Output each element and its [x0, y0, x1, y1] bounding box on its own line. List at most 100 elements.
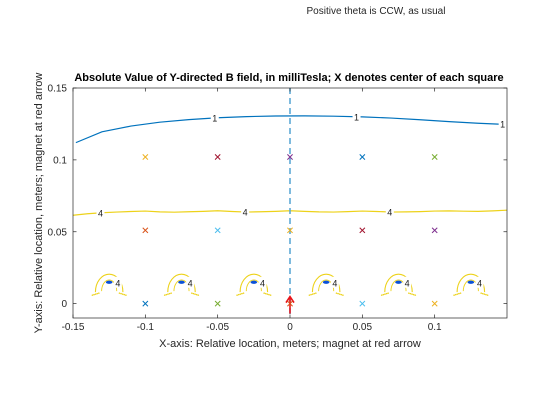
- local-contour-dot-r-2-4: [263, 292, 265, 294]
- local-contour-dot-0-2: [94, 293, 97, 295]
- square-center-marker-3: [359, 154, 366, 160]
- local-contour-dot-1-3: [168, 292, 171, 295]
- local-contour-dot-r-5-4: [480, 292, 482, 294]
- local-contour-dot-r-5-0: [486, 294, 489, 296]
- contour-line-1-0: [75, 115, 502, 144]
- square-center-marker-stroke-b-6: [214, 227, 221, 234]
- local-contour-label-4: 4: [405, 278, 410, 288]
- contour-label-1-1: 1: [354, 112, 359, 122]
- local-contour-label-1: 4: [188, 278, 193, 288]
- square-center-marker-stroke-b-13: [359, 300, 366, 307]
- contour-label-1-0: 1: [212, 114, 217, 124]
- local-contour-dot-r-1-3: [192, 292, 195, 295]
- square-center-marker-11: [214, 300, 221, 307]
- square-center-marker-stroke-b-2: [287, 154, 293, 160]
- contour-layer: 1 1 1 4 4 4 4 4 4 4 4 4: [72, 110, 508, 296]
- local-contour-outer-3: [311, 273, 341, 293]
- local-contour-dot-1-1: [165, 293, 168, 296]
- contour-label-1-0-halo: [210, 112, 219, 124]
- local-contour-label-1-group: 4: [186, 276, 195, 288]
- square-center-marker-stroke-b-14: [431, 300, 438, 307]
- square-center-marker-5: [142, 227, 149, 234]
- x-tick-label-5: 0.1: [428, 322, 442, 333]
- square-center-layer: [142, 154, 438, 307]
- local-contour-dot-r-0-0: [125, 294, 127, 296]
- square-center-marker-8: [359, 227, 366, 234]
- local-contour-outer-5: [456, 273, 486, 293]
- local-contour-dot-r-0-4: [118, 292, 121, 294]
- x-axis: -0.15 -0.1 -0.05 0 0.05 0.1: [62, 88, 442, 333]
- local-contour-dot-r-2-3: [264, 292, 267, 295]
- square-center-marker-stroke-b-1: [214, 154, 221, 160]
- magnet-arrow-head: [285, 295, 295, 304]
- local-contour-dot-3-3: [313, 292, 316, 295]
- square-center-marker-stroke-b-5: [142, 227, 149, 234]
- local-contour-dot-r-4-4: [408, 292, 410, 294]
- contour-label-1-2-group: 1: [498, 118, 507, 130]
- local-contour-dot-4-0: [380, 294, 383, 296]
- local-contour-dot-r-0-2: [121, 293, 124, 295]
- square-center-marker-stroke-b-9: [431, 227, 438, 234]
- contour-label-4-2-group: 4: [385, 206, 394, 218]
- square-center-marker-stroke-b-7: [287, 227, 293, 234]
- y-tick-label-0: 0: [61, 299, 67, 310]
- local-contour-dot-r-5-3: [481, 292, 484, 295]
- local-contour-group-4: 4: [380, 273, 417, 296]
- local-contour-dot-r-3-4: [335, 292, 338, 294]
- local-contour-dot-5-0: [453, 294, 455, 296]
- local-contour-dot-r-4-3: [409, 292, 412, 295]
- contour-label-1-1-halo: [352, 110, 361, 122]
- y-axis: 0 0.05 0.1 0.15: [48, 84, 507, 310]
- local-contour-label-2: 4: [260, 278, 265, 288]
- local-contour-dot-4-1: [382, 293, 385, 296]
- x-tick-label-1: -0.1: [137, 322, 155, 333]
- contour-label-4-0: 4: [98, 209, 103, 219]
- local-contour-dot-3-1: [310, 293, 312, 296]
- local-contour-dot-4-3: [385, 292, 388, 295]
- local-contour-dot-2-2: [239, 293, 242, 295]
- plot-area: 1 1 1 4 4 4 4 4 4 4 4 4 -0.15 -0.1 -0.05 0 0.05 0.1 0 0.0…: [48, 84, 508, 333]
- local-contour-dot-r-4-2: [411, 293, 413, 295]
- local-contour-dot-r-4-1: [412, 293, 415, 296]
- y-tick-label-2: 0.1: [53, 155, 67, 166]
- local-contour-dot-2-1: [237, 293, 240, 296]
- local-contour-core-3: [322, 280, 330, 284]
- local-contour-core-0: [105, 280, 113, 284]
- square-center-marker-stroke-b-10: [142, 300, 149, 307]
- local-contour-label-4-group: 4: [403, 276, 412, 288]
- y-tick-label-1: 0.05: [48, 227, 68, 238]
- square-center-marker-stroke-b-0: [142, 154, 149, 160]
- local-contour-dot-5-3: [458, 292, 460, 295]
- local-contour-label-1-halo: [186, 276, 195, 288]
- local-contour-label-4-halo: [403, 276, 412, 288]
- local-contour-label-2-group: 4: [258, 276, 267, 288]
- local-contour-group-5: 4: [453, 273, 489, 296]
- contour-label-4-2: 4: [387, 208, 392, 218]
- local-contour-dot-r-5-1: [485, 293, 487, 296]
- local-contour-label-3-halo: [330, 276, 339, 288]
- local-contour-label-2-halo: [258, 276, 267, 288]
- square-center-marker-4: [431, 154, 438, 160]
- local-contour-dot-0-3: [96, 292, 99, 295]
- square-center-marker-stroke-b-12: [287, 300, 293, 307]
- local-contour-dot-5-1: [454, 293, 457, 296]
- local-contour-dot-r-3-1: [340, 293, 343, 296]
- local-contour-dot-0-1: [93, 293, 95, 296]
- square-center-marker-14: [431, 300, 438, 307]
- local-contour-dot-3-2: [311, 293, 314, 295]
- contour-label-4-0-group: 4: [96, 207, 105, 219]
- square-center-marker-stroke-b-3: [359, 154, 366, 160]
- contour-label-4-1: 4: [243, 208, 248, 218]
- local-contour-label-0: 4: [115, 278, 120, 288]
- local-contour-dot-0-0: [91, 294, 94, 296]
- square-center-marker-1: [214, 154, 221, 160]
- square-center-marker-9: [431, 227, 438, 234]
- local-contour-label-0-group: 4: [113, 276, 122, 288]
- local-contour-dot-5-2: [456, 293, 459, 295]
- local-contour-label-5: 4: [477, 278, 482, 288]
- contour-label-1-2: 1: [500, 120, 505, 130]
- x-tick-label-3: 0: [287, 322, 293, 333]
- local-contour-dot-1-0: [163, 294, 166, 296]
- contour-label-1-0-group: 1: [210, 112, 219, 124]
